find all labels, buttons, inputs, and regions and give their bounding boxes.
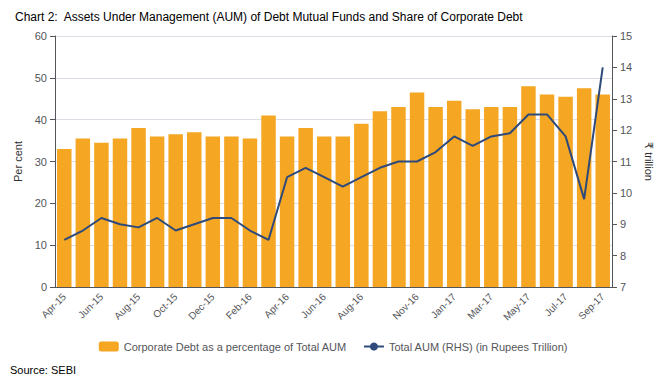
- svg-text:Jul-17: Jul-17: [542, 291, 569, 318]
- svg-text:Apr-15: Apr-15: [39, 291, 68, 320]
- svg-text:Jun-15: Jun-15: [76, 291, 106, 321]
- svg-text:7: 7: [620, 281, 626, 293]
- svg-text:Mar-17: Mar-17: [465, 291, 495, 321]
- svg-text:10: 10: [35, 239, 47, 251]
- svg-text:Total AUM (RHS) (in Rupees Tri: Total AUM (RHS) (in Rupees Trillion): [389, 341, 568, 353]
- svg-text:Sep-17: Sep-17: [576, 291, 607, 322]
- svg-text:May-17: May-17: [501, 291, 533, 323]
- svg-text:11: 11: [620, 156, 631, 168]
- svg-text:Aug-15: Aug-15: [112, 291, 143, 322]
- svg-text:Aug-16: Aug-16: [335, 291, 366, 322]
- svg-text:30: 30: [35, 156, 47, 168]
- svg-text:Per cent: Per cent: [12, 141, 24, 182]
- svg-text:Source: SEBI: Source: SEBI: [10, 364, 76, 376]
- svg-text:Jun-16: Jun-16: [299, 291, 329, 321]
- svg-text:8: 8: [620, 250, 626, 262]
- svg-text:Jan-17: Jan-17: [429, 291, 459, 321]
- svg-text:Oct-15: Oct-15: [151, 291, 180, 320]
- svg-text:0: 0: [41, 281, 47, 293]
- svg-text:20: 20: [35, 197, 47, 209]
- svg-text:Dec-15: Dec-15: [186, 291, 217, 322]
- svg-text:Apr-16: Apr-16: [262, 291, 291, 320]
- svg-text:Nov-16: Nov-16: [390, 291, 421, 322]
- svg-text:50: 50: [35, 72, 47, 84]
- svg-text:40: 40: [35, 114, 47, 126]
- svg-text:12: 12: [620, 124, 632, 136]
- svg-text:Feb-16: Feb-16: [224, 291, 254, 321]
- svg-text:10: 10: [620, 187, 632, 199]
- svg-text:₹ trillion: ₹ trillion: [643, 142, 655, 181]
- svg-text:9: 9: [620, 218, 626, 230]
- svg-text:15: 15: [620, 30, 632, 42]
- svg-text:14: 14: [620, 61, 632, 73]
- svg-text:Chart 2: Assets Under Managem: Chart 2: Assets Under Management (AUM) o…: [15, 10, 523, 24]
- svg-text:Corporate Debt as a percentage: Corporate Debt as a percentage of Total …: [124, 341, 346, 353]
- svg-text:13: 13: [620, 93, 632, 105]
- svg-text:60: 60: [35, 30, 47, 42]
